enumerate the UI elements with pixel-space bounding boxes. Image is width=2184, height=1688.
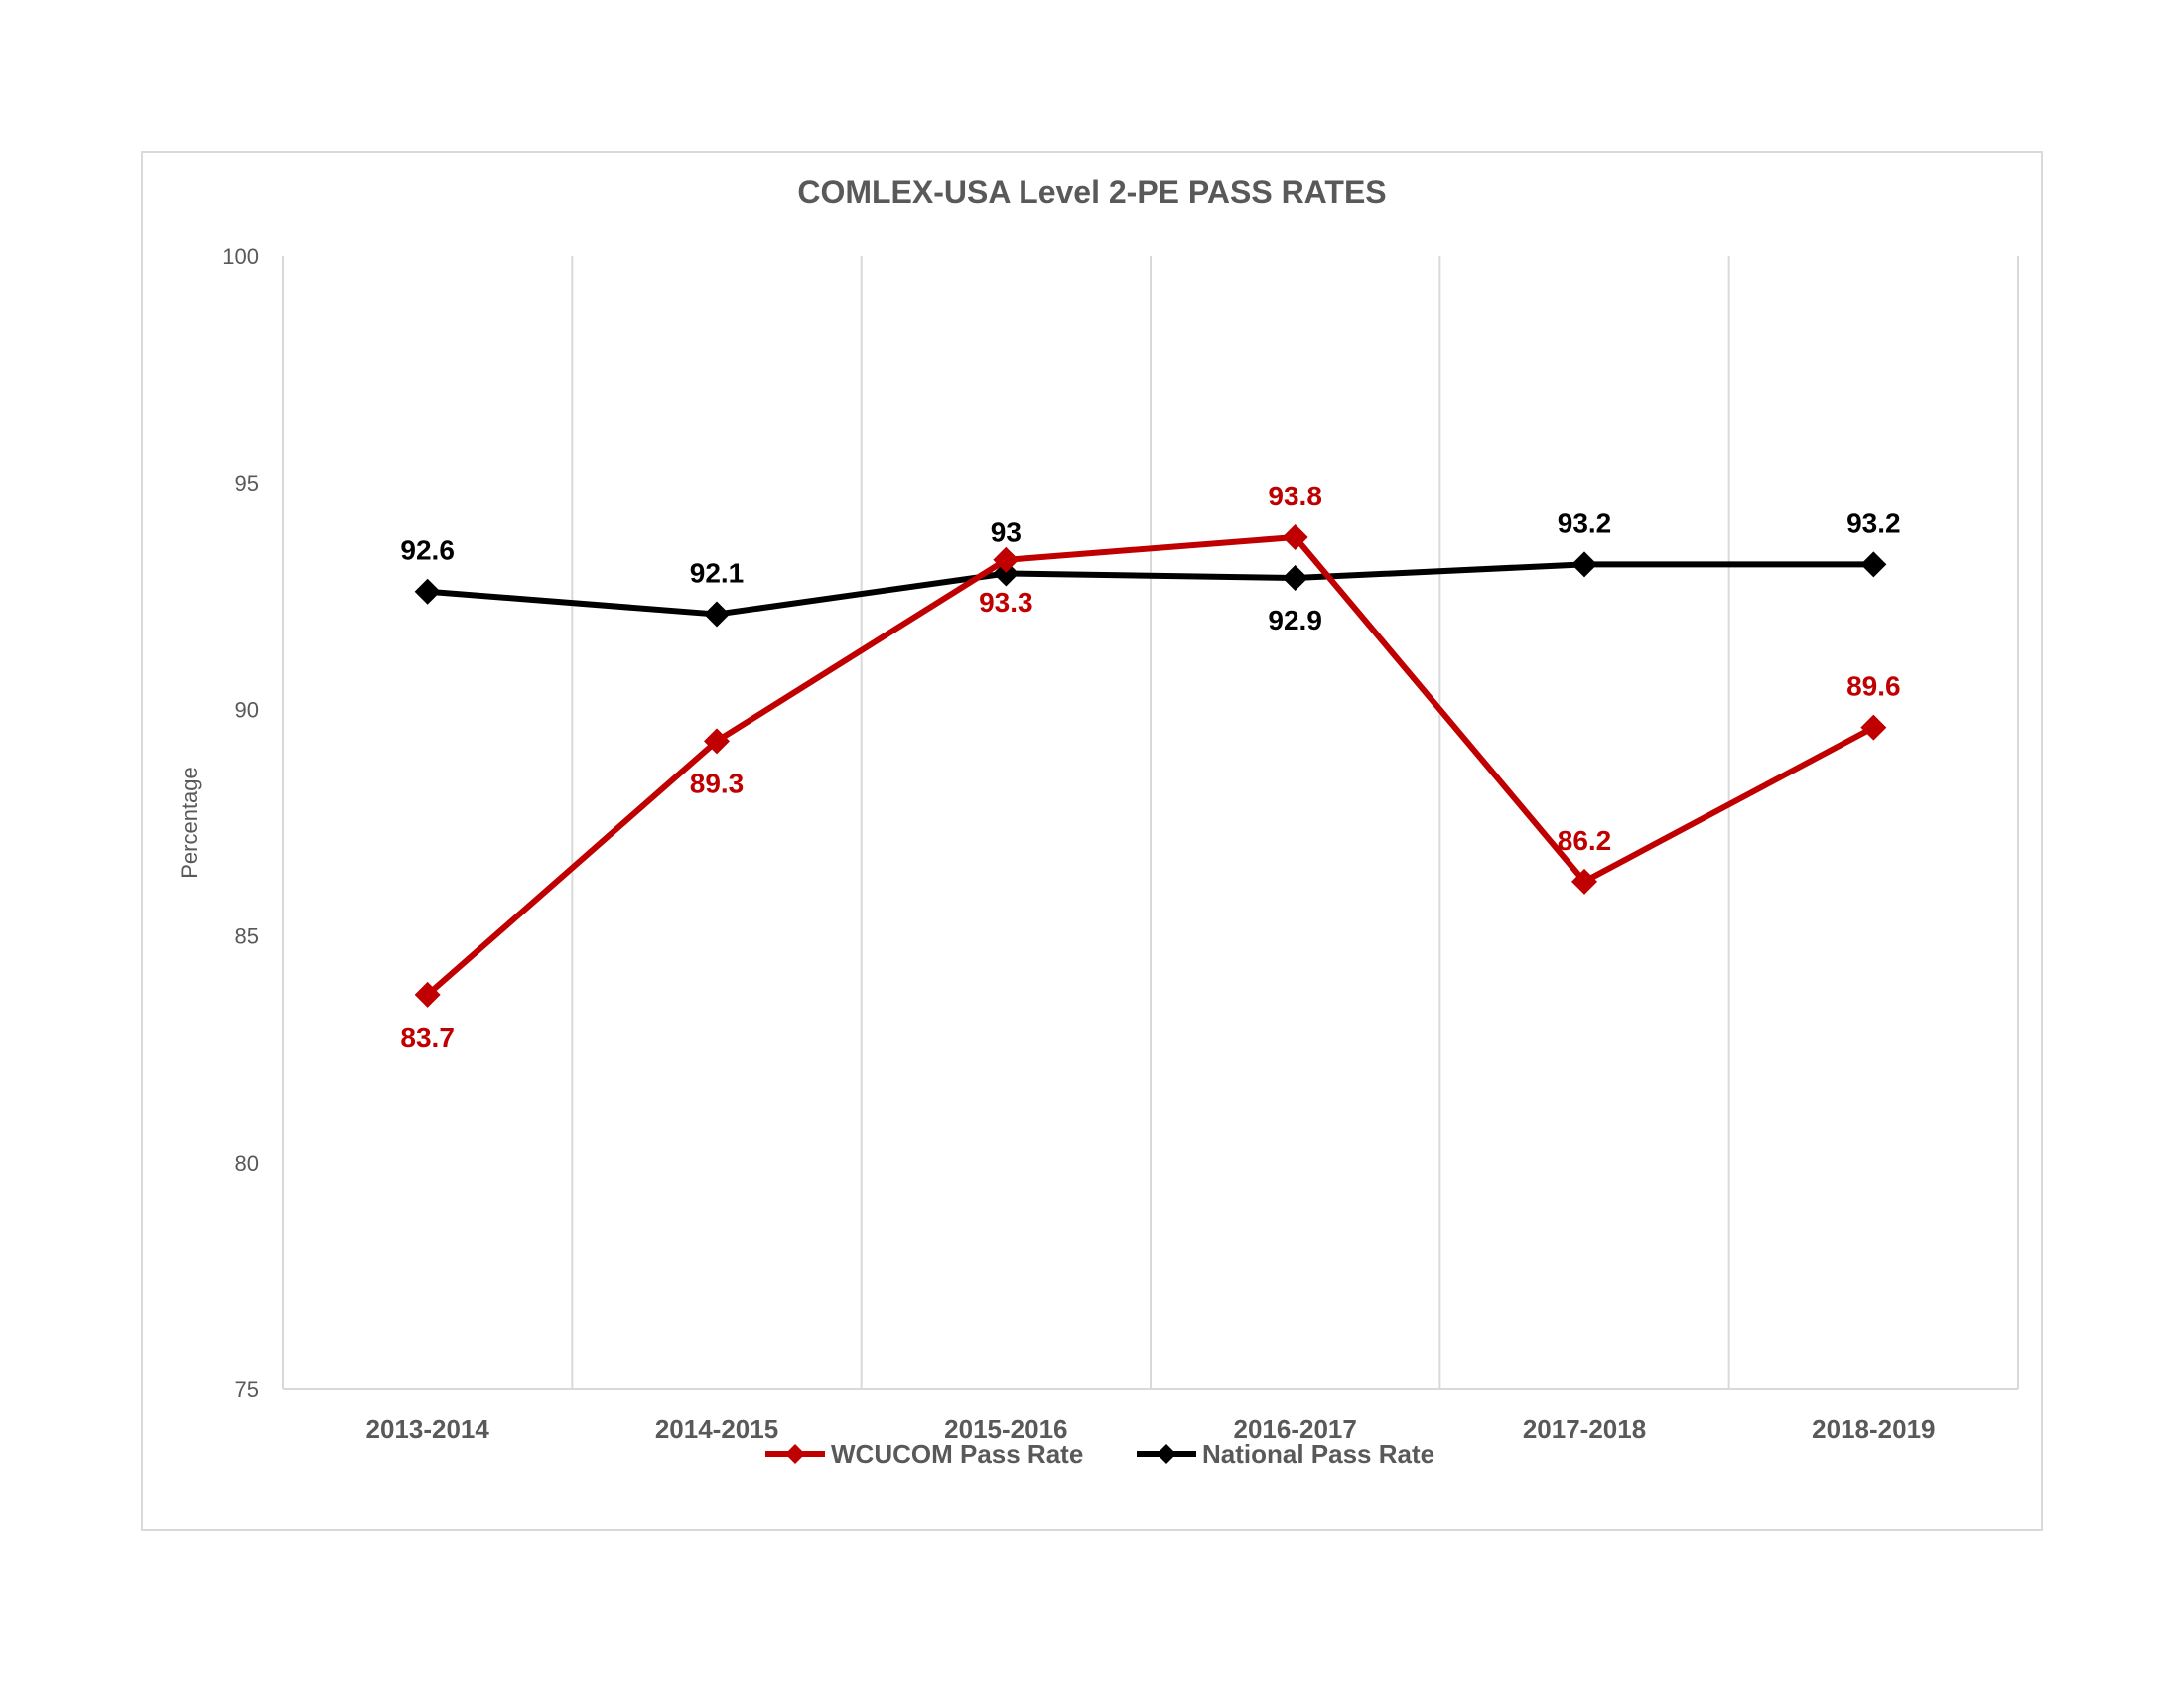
data-label: 89.6	[1846, 671, 1901, 702]
data-point	[414, 981, 441, 1008]
chart-frame: COMLEX-USA Level 2-PE PASS RATES Percent…	[141, 151, 2043, 1531]
x-tick-labels: 2013-2014 2014-2015 2015-2016 2016-2017 2017…	[365, 1414, 1935, 1444]
data-label: 92.6	[400, 535, 455, 566]
data-point	[1282, 565, 1308, 592]
data-label: 93	[991, 516, 1022, 547]
data-point	[1860, 551, 1887, 578]
y-tick-label: 85	[235, 924, 259, 949]
data-label: 92.1	[690, 558, 745, 589]
data-point	[1282, 523, 1308, 550]
data-point	[414, 578, 441, 605]
data-label: 93.3	[979, 587, 1032, 618]
y-tick-label: 90	[235, 697, 259, 722]
x-tick-label: 2014-2015	[655, 1414, 778, 1444]
grid-layer	[282, 256, 2019, 1390]
line-chart: COMLEX-USA Level 2-PE PASS RATES Percent…	[177, 174, 2019, 1469]
series-layer	[414, 523, 1887, 1008]
legend: WCUCOM Pass Rate National Pass Rate	[765, 1439, 1434, 1469]
legend-item: WCUCOM Pass Rate	[765, 1439, 1083, 1469]
data-point	[1860, 714, 1887, 741]
y-tick-label: 100	[222, 244, 259, 269]
data-point	[1571, 868, 1597, 895]
data-label: 93.8	[1268, 481, 1322, 511]
legend-marker	[1157, 1444, 1176, 1464]
y-tick-label: 80	[235, 1151, 259, 1176]
data-label: 93.2	[1846, 507, 1901, 538]
data-point	[993, 546, 1020, 573]
legend-label: WCUCOM Pass Rate	[831, 1439, 1083, 1469]
x-tick-label: 2018-2019	[1812, 1414, 1935, 1444]
data-label: 86.2	[1558, 825, 1612, 856]
series-line	[425, 533, 1875, 998]
data-point	[704, 728, 730, 755]
y-tick-label: 95	[235, 471, 259, 495]
legend-marker	[785, 1444, 805, 1464]
x-tick-label: 2017-2018	[1523, 1414, 1646, 1444]
data-point	[1571, 551, 1597, 578]
y-axis-label: Percentage	[177, 767, 202, 879]
data-labels: 83.7 89.3 93.3 93.8 86.2 89.6 92.6 92.1 93 92.9 93…	[400, 481, 1900, 1053]
data-label: 93.2	[1558, 507, 1612, 538]
x-tick-label: 2013-2014	[365, 1414, 489, 1444]
x-tick-label: 2016-2017	[1233, 1414, 1356, 1444]
data-point	[704, 601, 730, 628]
data-label: 89.3	[690, 768, 745, 798]
series-line	[427, 561, 1874, 618]
legend-label: National Pass Rate	[1202, 1439, 1434, 1469]
y-tick-labels: 75 80 85 90 95 100	[222, 244, 259, 1402]
data-point	[993, 560, 1020, 587]
x-tick-label: 2015-2016	[944, 1414, 1067, 1444]
data-label: 83.7	[400, 1022, 455, 1053]
legend-item: National Pass Rate	[1137, 1439, 1434, 1469]
chart-title: COMLEX-USA Level 2-PE PASS RATES	[797, 174, 1386, 210]
data-label: 92.9	[1268, 605, 1322, 635]
y-tick-label: 75	[235, 1377, 259, 1402]
